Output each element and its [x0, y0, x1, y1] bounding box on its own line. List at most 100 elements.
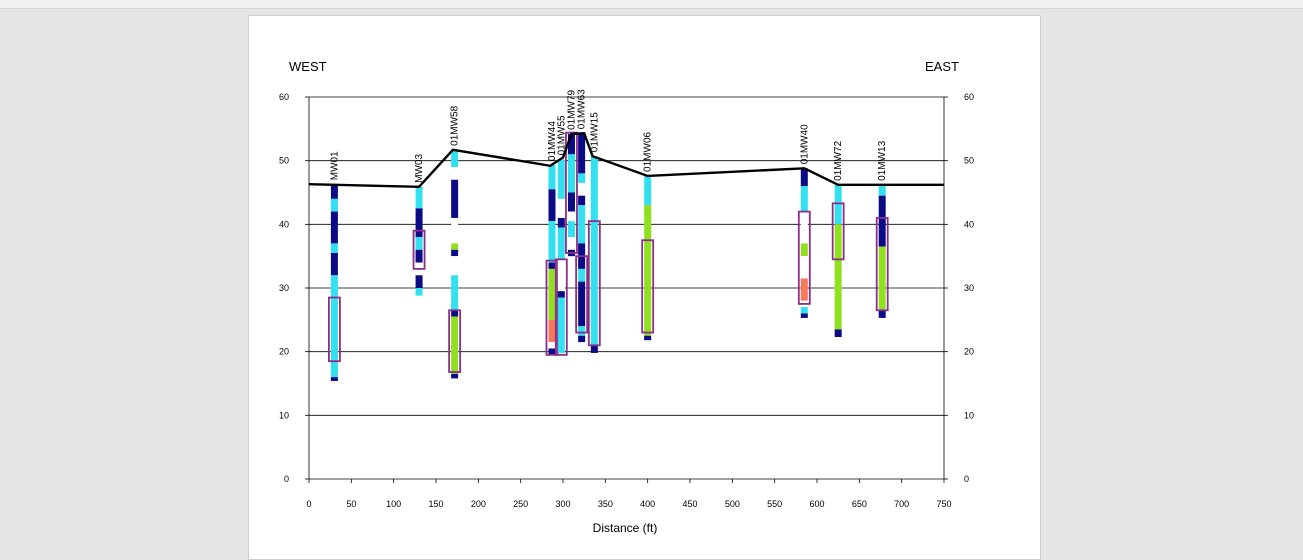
well-01mw55	[554, 159, 568, 356]
well-layer-segment	[590, 345, 598, 353]
well-layer-segment	[548, 262, 556, 269]
well-layer-segment	[415, 249, 423, 263]
well-screen-interval	[875, 217, 889, 312]
well-layer-segment	[878, 310, 886, 318]
well-screen-interval	[575, 255, 589, 334]
ground-surface-line	[308, 132, 944, 188]
well-01mw63	[575, 133, 589, 343]
well-label: 01MW72	[833, 140, 844, 180]
well-layer-segment	[578, 268, 586, 282]
well-layer-segment	[590, 156, 598, 346]
x-tick-label: 100	[386, 499, 401, 509]
well-layer-segment	[548, 348, 556, 355]
well-layer-segment	[567, 154, 575, 193]
well-screen-interval	[448, 309, 462, 373]
well-screen-interval	[554, 258, 568, 356]
x-tick-label: 400	[640, 499, 655, 509]
x-tick-label: 550	[767, 499, 782, 509]
well-01mw15	[587, 156, 601, 353]
y-tick-label-left: 50	[279, 156, 289, 166]
well-layer-segment	[557, 217, 565, 228]
well-layer-segment	[578, 182, 586, 196]
well-layer-segment	[557, 198, 565, 218]
well-layer-segment	[800, 243, 808, 257]
y-tick-label-right: 20	[964, 347, 974, 357]
y-tick-label-right: 50	[964, 156, 974, 166]
well-layer-segment	[415, 208, 423, 238]
well-screen-interval	[328, 296, 341, 363]
well-layer-segment	[415, 186, 423, 209]
well-layer-segment	[800, 211, 808, 244]
y-tick-label-left: 10	[279, 410, 289, 420]
well-layer-segment	[548, 221, 556, 263]
x-tick-label: 450	[682, 499, 697, 509]
y-tick-label-right: 40	[964, 219, 974, 229]
well-layer-segment	[878, 246, 886, 311]
grid-lines	[309, 96, 944, 480]
well-layer-segment	[330, 211, 338, 244]
well-layer-segment	[548, 319, 556, 343]
y-tick-label-left: 40	[279, 219, 289, 229]
well-layer-segment	[644, 335, 652, 341]
well-layer-segment	[451, 316, 459, 374]
axes	[305, 96, 948, 483]
well-01mw06	[641, 175, 655, 341]
x-tick-label: 300	[555, 499, 570, 509]
well-layer-segment	[557, 297, 565, 353]
well-layer-segment	[878, 217, 886, 247]
x-tick-label: 750	[936, 499, 951, 509]
well-layer-segment	[557, 291, 565, 298]
well-layer-segment	[548, 268, 556, 320]
well-layer-segment	[567, 192, 575, 212]
well-label: MW01	[329, 151, 340, 180]
well-layer-segment	[451, 217, 459, 244]
well-01mw79	[565, 131, 578, 257]
well-layer-segment	[557, 159, 565, 199]
well-layer-segment	[878, 195, 886, 218]
y-tick-label-left: 60	[279, 92, 289, 102]
west-label: WEST	[289, 59, 327, 74]
well-layer-segment	[548, 165, 556, 190]
well-layer-segment	[834, 329, 842, 338]
well-layer-segment	[578, 326, 586, 336]
well-layer-segment	[415, 237, 423, 250]
well-layer-segment	[451, 310, 459, 317]
y-tick-label-right: 60	[964, 92, 974, 102]
well-layer-segment	[644, 175, 652, 206]
well-layer-segment	[567, 237, 575, 250]
well-layer-segment	[451, 167, 459, 180]
well-label: 01MW63	[577, 89, 588, 129]
well-layer-segment	[548, 342, 556, 349]
well-layer-segment	[578, 173, 586, 183]
well-layer-segment	[557, 227, 565, 260]
x-tick-label: 250	[513, 499, 528, 509]
well-layer-segment	[451, 179, 459, 218]
well-layer-segment	[578, 195, 586, 206]
well-layer-segment	[415, 288, 423, 296]
x-tick-label: 700	[894, 499, 909, 509]
y-tick-label-right: 10	[964, 410, 974, 420]
well-layer-segment	[451, 373, 459, 379]
well-01mw72	[831, 184, 845, 338]
x-tick-label: 650	[852, 499, 867, 509]
well-label: 01MW40	[799, 124, 810, 164]
well-layer-segment	[548, 189, 556, 222]
well-layer-segment	[330, 243, 338, 253]
well-screen-interval	[831, 202, 845, 261]
well-mw03	[412, 186, 426, 296]
y-tick-label-right: 30	[964, 283, 974, 293]
well-screen-interval	[545, 259, 559, 356]
well-layer-segment	[800, 278, 808, 301]
well-layer-segment	[834, 224, 842, 330]
well-screen-interval	[587, 220, 601, 347]
well-layer-segment	[330, 198, 338, 212]
well-layer-segment	[878, 184, 886, 196]
y-tick-label-left: 0	[284, 474, 289, 484]
well-layer-segment	[567, 211, 575, 222]
well-layer-segment	[834, 184, 842, 203]
well-01mw40	[797, 168, 811, 318]
window-top-strip	[0, 0, 1303, 9]
well-layer-segment	[330, 184, 338, 199]
well-mw01	[328, 184, 341, 381]
